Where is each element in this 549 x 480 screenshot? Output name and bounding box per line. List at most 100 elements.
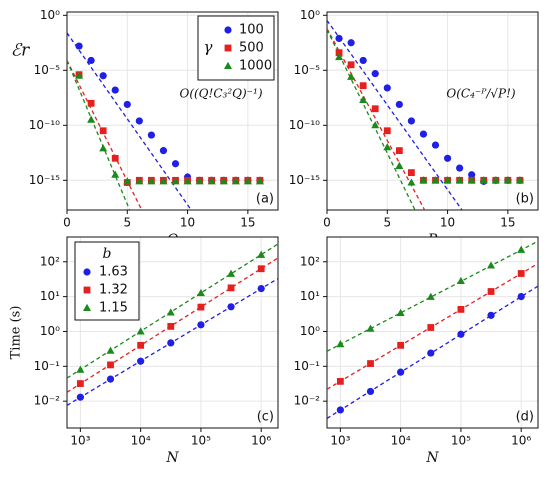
legend-marker xyxy=(83,286,91,294)
fit-line xyxy=(327,28,426,210)
point xyxy=(336,340,345,348)
point xyxy=(196,288,205,297)
y-tick-label: 10² xyxy=(300,254,320,268)
plot-content xyxy=(327,19,524,210)
point xyxy=(167,339,175,347)
point xyxy=(407,178,416,186)
plot-frame xyxy=(326,11,539,211)
point xyxy=(487,288,495,295)
point xyxy=(335,52,344,61)
point xyxy=(383,84,391,92)
y-tick-label: 10⁰ xyxy=(40,8,60,22)
x-tick-label: 15 xyxy=(500,216,515,230)
point xyxy=(408,169,415,177)
point xyxy=(135,177,144,185)
annotation: O((Q!C₃²Q)⁻¹) xyxy=(179,87,262,101)
point xyxy=(123,100,131,109)
y-tick-label: 10⁻² xyxy=(34,394,61,408)
legend-marker xyxy=(224,44,232,52)
point xyxy=(443,154,452,162)
fit-line xyxy=(67,32,192,210)
fit-line xyxy=(67,277,278,406)
plot-frame xyxy=(66,236,279,429)
x-tick-label: 10⁵ xyxy=(191,434,211,448)
point xyxy=(468,171,476,179)
point xyxy=(487,261,496,269)
point xyxy=(106,375,115,383)
plot-content xyxy=(327,240,538,419)
legend-label: 1.63 xyxy=(99,265,128,280)
panel-label: (b) xyxy=(516,192,534,207)
point xyxy=(257,284,265,293)
point xyxy=(419,176,428,184)
point xyxy=(76,365,85,373)
point xyxy=(427,324,435,331)
legend-title: γ xyxy=(204,38,213,56)
point xyxy=(137,341,145,349)
point xyxy=(395,161,404,169)
point xyxy=(147,131,155,139)
x-tick-label: 10³ xyxy=(70,434,90,448)
point xyxy=(371,70,379,78)
point xyxy=(517,245,526,253)
point xyxy=(491,176,500,184)
x-tick-label: 10³ xyxy=(330,434,350,448)
point xyxy=(397,341,405,349)
point xyxy=(197,321,205,329)
panel-label: (c) xyxy=(257,410,274,425)
fit-line xyxy=(327,29,416,210)
point xyxy=(75,71,84,79)
point xyxy=(359,82,367,90)
point xyxy=(396,308,405,316)
point xyxy=(503,176,512,184)
y-tick-label: 10⁻⁵ xyxy=(294,63,321,77)
legend-marker xyxy=(83,303,91,311)
point xyxy=(183,177,192,185)
point xyxy=(383,143,392,151)
point xyxy=(336,377,344,385)
legend-title: b xyxy=(103,246,112,262)
point xyxy=(419,130,428,138)
point xyxy=(455,176,464,184)
point xyxy=(426,292,435,300)
point xyxy=(517,270,525,277)
x-tick-label: 15 xyxy=(240,216,255,230)
point xyxy=(135,117,143,125)
legend-marker xyxy=(224,26,232,34)
point xyxy=(347,39,355,47)
point xyxy=(111,86,119,94)
legend-marker xyxy=(83,268,91,276)
point xyxy=(431,141,440,149)
fit-line xyxy=(327,19,463,210)
point xyxy=(366,324,375,332)
y-tick-label: 10⁻¹⁰ xyxy=(289,118,320,132)
point xyxy=(147,177,156,185)
legend-label: 100 xyxy=(239,23,264,38)
y-tick-label: 10⁻² xyxy=(294,394,321,408)
point xyxy=(171,177,180,185)
point xyxy=(75,42,83,50)
x-tick-label: 0 xyxy=(63,216,71,230)
point xyxy=(517,293,525,301)
y-tick-label: 10¹ xyxy=(300,289,320,303)
y-tick-label: 10⁰ xyxy=(300,8,320,22)
y-tick-label: 10⁻¹ xyxy=(294,359,321,373)
x-axis-label: N xyxy=(165,450,179,466)
point xyxy=(456,276,465,285)
point xyxy=(383,127,391,135)
plot-content xyxy=(67,243,278,406)
point xyxy=(479,176,488,184)
y-tick-label: 10⁻¹⁰ xyxy=(29,118,60,132)
plot-frame xyxy=(326,236,539,429)
point xyxy=(219,177,228,185)
point xyxy=(397,368,405,376)
annotation: O(C₄⁻ᴾ/√P!) xyxy=(446,87,516,101)
x-tick-label: 10 xyxy=(440,216,455,230)
plot-area xyxy=(327,237,538,428)
legend-label: 500 xyxy=(239,41,264,56)
y-tick-label: 10¹ xyxy=(40,289,60,303)
y-tick-label: 10⁻⁵ xyxy=(34,63,61,77)
panel-label: (a) xyxy=(256,192,274,207)
point xyxy=(99,144,108,152)
plot-content xyxy=(67,32,264,210)
